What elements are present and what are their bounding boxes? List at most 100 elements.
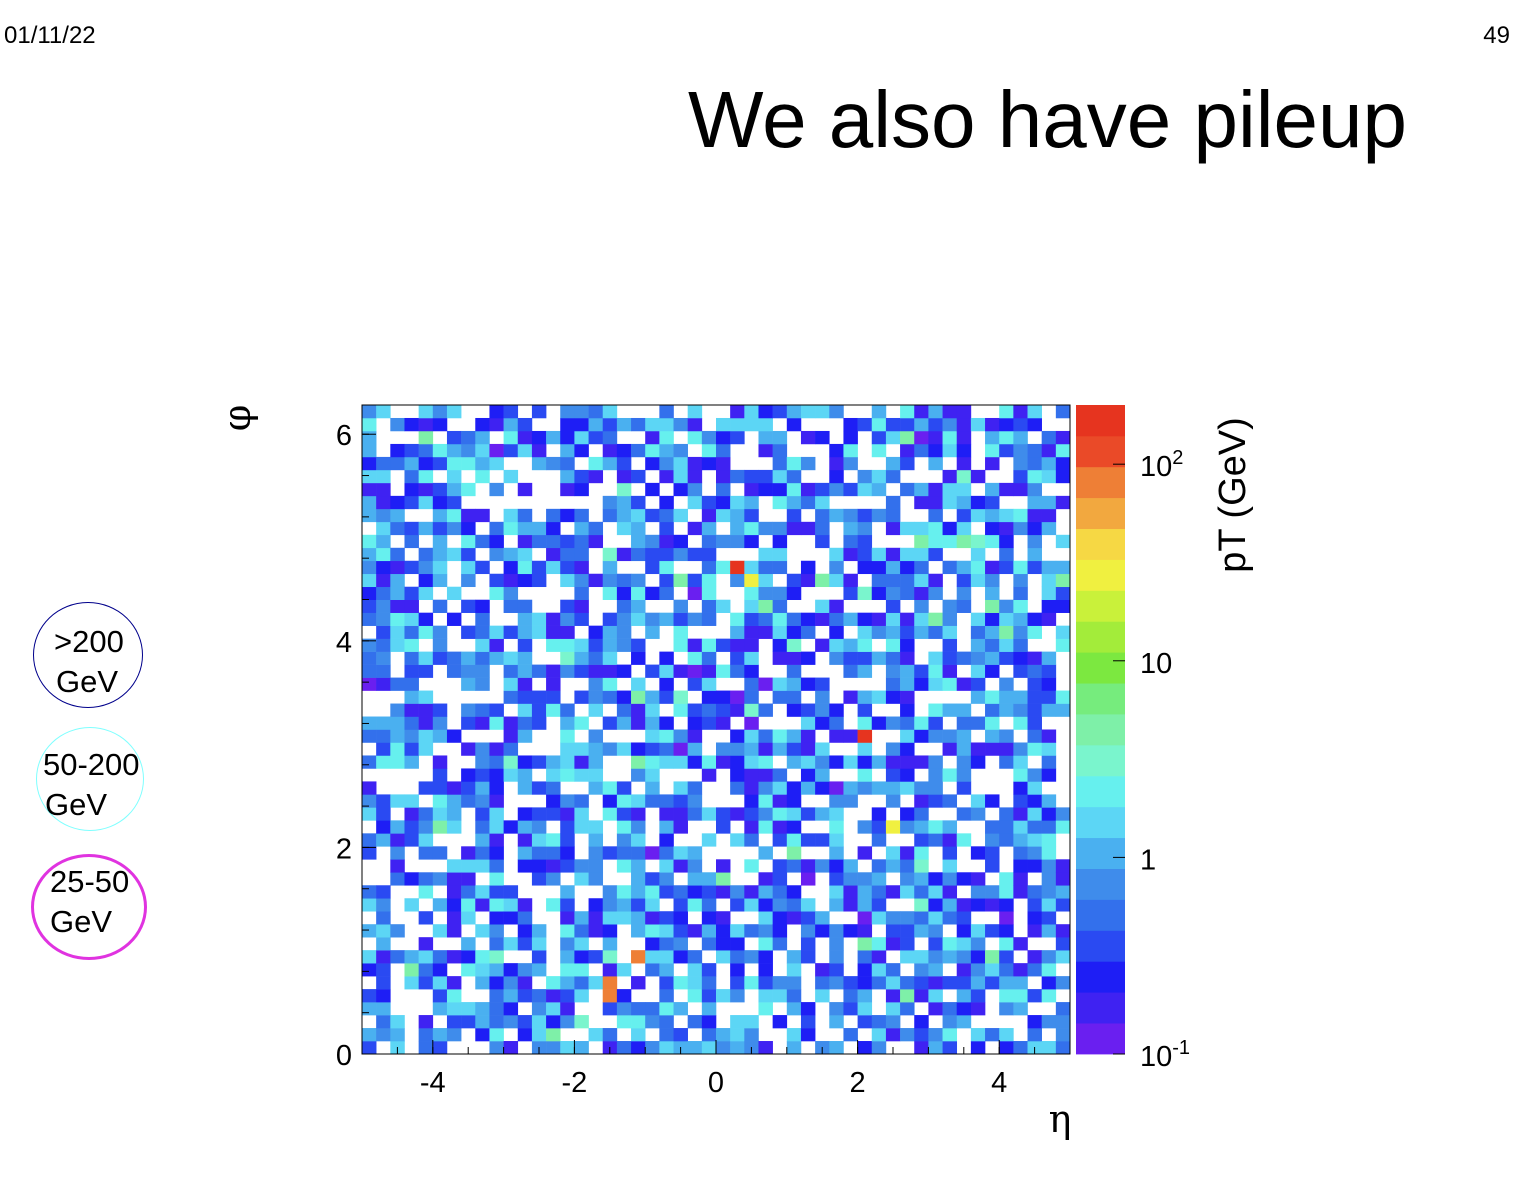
heatmap-cell [970, 716, 986, 730]
heatmap-cell [560, 625, 575, 639]
heatmap-cell [659, 1002, 674, 1016]
heatmap-cell [446, 664, 462, 678]
heatmap-cell [631, 508, 646, 523]
heatmap-cell [404, 677, 419, 691]
heatmap-cell [531, 456, 547, 471]
heatmap-cell [744, 703, 759, 717]
heatmap-cell [999, 508, 1014, 523]
heatmap-cell [857, 989, 873, 1003]
heatmap-cell [531, 521, 547, 536]
heatmap-cell [659, 456, 674, 471]
heatmap-cell [560, 508, 575, 523]
heatmap-cell [432, 508, 448, 523]
heatmap-cell [602, 573, 618, 588]
heatmap-cell [928, 703, 943, 717]
heatmap-cell [390, 677, 405, 691]
heatmap-cell [517, 859, 533, 873]
heatmap-cell [546, 872, 561, 886]
heatmap-cell [574, 872, 589, 886]
heatmap-cell [659, 716, 674, 730]
heatmap-cell [461, 677, 476, 691]
heatmap-cell [701, 807, 717, 821]
heatmap-cell [687, 586, 703, 600]
heatmap-cell [786, 755, 802, 769]
heatmap-cell [404, 755, 419, 769]
heatmap-cell [560, 599, 575, 613]
heatmap-cell [432, 846, 448, 860]
heatmap-cell [475, 807, 490, 821]
heatmap-cell [404, 417, 419, 432]
heatmap-cell [1041, 521, 1057, 536]
slide-title: We also have pileup [688, 75, 1407, 164]
heatmap-cell [829, 443, 844, 458]
heatmap-cell [800, 729, 816, 743]
heatmap-cell [928, 456, 943, 471]
heatmap-cell [602, 976, 618, 990]
heatmap-cell [475, 924, 490, 938]
heatmap-cell [815, 430, 830, 445]
heatmap-cell [999, 443, 1014, 458]
heatmap-cell [1013, 456, 1028, 471]
heatmap-cell [517, 807, 533, 821]
heatmap-cell [900, 950, 915, 964]
heatmap-cell [716, 859, 731, 873]
heatmap-cell [461, 443, 476, 458]
heatmap-cell [900, 586, 915, 600]
heatmap-cell [1027, 768, 1042, 782]
heatmap-cell [404, 456, 419, 471]
heatmap-cell [489, 456, 504, 471]
heatmap-cell [673, 599, 688, 613]
heatmap-cell [970, 963, 986, 977]
heatmap-cell [659, 937, 674, 951]
heatmap-cell [914, 885, 929, 899]
heatmap-cell [489, 833, 504, 847]
heatmap-cell [730, 924, 745, 938]
heatmap-cell [800, 716, 816, 730]
heatmap-cell [999, 482, 1014, 497]
heatmap-cell [673, 755, 688, 769]
heatmap-cell [475, 846, 490, 860]
heatmap-cell [446, 794, 462, 808]
heatmap-cell [362, 898, 377, 912]
heatmap-cell [489, 937, 504, 951]
heatmap-cell [970, 651, 986, 665]
heatmap-cell [1027, 443, 1042, 458]
heatmap-cell [1055, 690, 1071, 704]
heatmap-cell [546, 846, 561, 860]
heatmap-cell [885, 664, 901, 678]
heatmap-cell [390, 846, 405, 860]
heatmap-cell [588, 742, 604, 756]
heatmap-cell [900, 405, 915, 419]
heatmap-cell [942, 1041, 958, 1055]
heatmap-cell [772, 677, 788, 691]
heatmap-cell [418, 872, 434, 886]
heatmap-cell [376, 989, 391, 1003]
heatmap-cell [1013, 638, 1028, 652]
heatmap-cell [772, 911, 788, 925]
heatmap-cell [914, 755, 929, 769]
heatmap-cell [404, 599, 419, 613]
heatmap-cell [560, 443, 575, 458]
heatmap-cell [744, 586, 759, 600]
heatmap-cell [362, 599, 377, 613]
heatmap-cell [1041, 1015, 1057, 1029]
heatmap-cell [531, 963, 547, 977]
heatmap-cell [970, 898, 986, 912]
heatmap-cell [687, 573, 703, 588]
heatmap-cell [758, 599, 773, 613]
heatmap-cell [985, 885, 1000, 899]
heatmap-cell [885, 456, 901, 471]
heatmap-cell [446, 508, 462, 523]
heatmap-cell [985, 638, 1000, 652]
heatmap-cell [418, 729, 434, 743]
heatmap-cell [1013, 482, 1028, 497]
heatmap-cell [432, 482, 448, 497]
heatmap-cell [1013, 820, 1028, 834]
heatmap-cell [602, 742, 618, 756]
heatmap-cell [772, 924, 788, 938]
heatmap-cell [673, 638, 688, 652]
heatmap-cell [659, 664, 674, 678]
heatmap-cell [772, 690, 788, 704]
heatmap-cell [800, 1028, 816, 1042]
heatmap-cell [928, 521, 943, 536]
